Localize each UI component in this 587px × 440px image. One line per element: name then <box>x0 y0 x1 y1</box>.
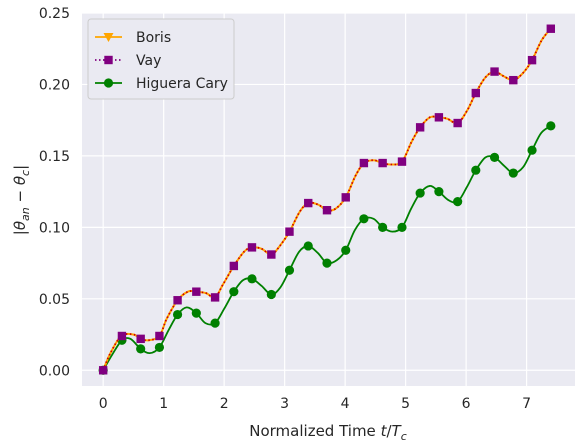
legend-item: Boris <box>95 30 171 46</box>
vay-point <box>415 123 425 132</box>
vay-point <box>210 293 220 302</box>
vay-point <box>117 331 127 341</box>
x-tick-label: 2 <box>220 396 229 412</box>
higuera-cary-point <box>322 258 332 268</box>
legend-label: Boris <box>136 30 171 46</box>
vay-point <box>192 287 201 296</box>
vay-point <box>173 296 182 305</box>
higuera-cary-point <box>397 222 407 232</box>
legend: Boris Vay Higuera Cary <box>87 18 235 100</box>
higuera-cary-point <box>284 265 295 275</box>
vay-point <box>546 24 556 33</box>
higuera-cary-point <box>508 168 518 178</box>
higuera-cary-point <box>527 145 537 155</box>
vay-point <box>378 158 387 168</box>
vay-point <box>397 157 407 166</box>
vay-point <box>229 261 239 271</box>
higuera-cary-point <box>415 188 425 198</box>
higuera-cary-point <box>136 344 146 354</box>
x-tick-label: 5 <box>401 396 410 412</box>
higuera-cary-point <box>303 241 313 251</box>
x-tick-label: 7 <box>522 396 531 412</box>
vay-point <box>267 250 276 259</box>
higuera-cary-point <box>378 222 388 232</box>
legend-item: Vay <box>95 53 161 69</box>
vay-point <box>322 206 332 215</box>
y-tick-label: 0.15 <box>39 149 70 165</box>
legend-label: Higuera Cary <box>136 76 228 92</box>
legend-item: Higuera Cary <box>95 76 228 92</box>
x-tick-label: 3 <box>280 396 289 412</box>
legend-marker <box>103 33 114 42</box>
series-layer <box>98 24 556 375</box>
x-tick-label: 0 <box>99 396 108 412</box>
legend-marker <box>103 78 114 88</box>
vay-point <box>490 67 499 76</box>
vay-point <box>285 227 294 236</box>
higuera-cary-point <box>266 289 276 300</box>
vay-point <box>434 113 444 122</box>
vay-point <box>359 158 369 168</box>
y-tick-label: 0.10 <box>39 220 70 236</box>
higuera-cary-point <box>247 274 257 284</box>
x-tick-label: 4 <box>341 396 350 412</box>
y-tick-label: 0.20 <box>39 77 70 93</box>
higuera-cary-point <box>191 308 201 318</box>
higuera-cary-point <box>210 318 220 328</box>
higuera-cary-point <box>546 121 556 131</box>
tick-labels: 0 1 2 3 4 5 6 7 0.00 0.05 0.10 0.15 0.20 0.25 <box>39 6 531 412</box>
vay-point <box>155 331 164 341</box>
higuera-cary-point <box>172 309 183 320</box>
vay-point <box>304 198 313 208</box>
vay-point <box>509 75 518 85</box>
vay-point <box>341 193 350 202</box>
y-tick-label: 0.05 <box>39 292 70 308</box>
x-tick-label: 1 <box>159 396 168 412</box>
higuera-cary-point <box>341 245 351 255</box>
x-tick-label: 6 <box>462 396 471 412</box>
higuera-cary-point <box>471 165 481 175</box>
y-axis-label: |θan − θc| <box>11 165 32 235</box>
vay-point <box>136 334 145 344</box>
x-axis-label: Normalized Time t/Tc <box>249 422 407 440</box>
higuera-cary-point <box>359 214 369 224</box>
legend-marker <box>104 55 113 65</box>
higuera-cary-point <box>434 187 444 197</box>
y-tick-label: 0.25 <box>39 6 70 22</box>
vay-point <box>471 88 480 98</box>
vay-point <box>527 55 537 65</box>
vay-point <box>98 366 108 375</box>
higuera-cary-point <box>229 287 239 297</box>
legend-box <box>87 18 235 100</box>
higuera-cary-point <box>489 152 500 162</box>
higuera-cary-point <box>154 342 165 353</box>
higuera-cary-point <box>453 197 463 207</box>
vay-point <box>453 118 462 128</box>
vay-point <box>247 243 257 252</box>
legend-label: Vay <box>136 53 161 69</box>
y-tick-label: 0.00 <box>39 363 70 379</box>
